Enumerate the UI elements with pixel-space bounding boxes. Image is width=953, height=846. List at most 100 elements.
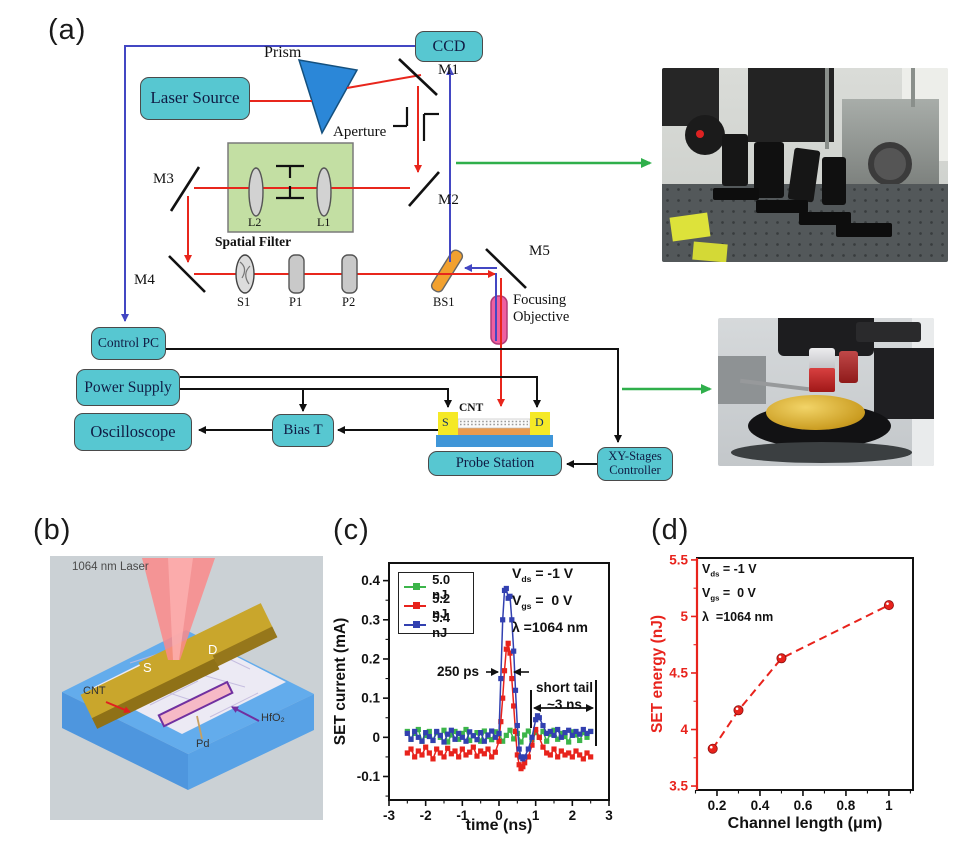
svg-text:0.4: 0.4 <box>751 798 770 813</box>
mirrors <box>168 58 527 293</box>
svg-text:1: 1 <box>532 808 540 823</box>
drain-label-b: D <box>208 642 218 657</box>
focusing-label-1: Focusing <box>513 292 567 308</box>
photo1-post-2 <box>910 68 915 107</box>
focusing-objective <box>490 295 508 345</box>
panel-label-d: (d) <box>651 514 690 546</box>
gate-stack <box>157 680 234 728</box>
set-energy-chart: 0.2 0.4 0.6 0.8 1 3.5 4 4.5 5 5.5 Channel length (… <box>649 552 914 832</box>
chart-c-annotations-geometry <box>486 668 597 746</box>
cnt-device <box>436 412 553 447</box>
photo1-base-3 <box>799 211 852 225</box>
oscilloscope-box: Oscilloscope <box>74 413 192 451</box>
svg-text:SET energy (nJ): SET energy (nJ) <box>649 615 666 733</box>
p2-label: P2 <box>342 295 356 309</box>
panel-label-a: (a) <box>48 14 87 46</box>
photo2-gold-wafer <box>765 394 865 431</box>
panel-label-c: (c) <box>333 514 370 546</box>
spatial-filter-s1 <box>235 254 255 294</box>
svg-text:time (ns): time (ns) <box>466 817 533 834</box>
lens-l2 <box>248 167 264 217</box>
xy-stages-line1: XY-Stages <box>608 449 662 464</box>
photo1-mount-4 <box>822 157 847 206</box>
svg-text:Channel length (μm): Channel length (μm) <box>728 815 883 832</box>
legend-item-5-4: 5.4 nJ <box>404 610 466 640</box>
photo1-lens-mount <box>684 114 725 155</box>
mirror-m4 <box>168 255 206 293</box>
m5-label: M5 <box>529 243 550 259</box>
cnt-label-b: CNT <box>83 685 106 697</box>
cnt-label-a: CNT <box>459 402 484 414</box>
legend-swatch-blue <box>404 621 427 628</box>
legend-item-5-2: 5.2 nJ <box>404 591 466 621</box>
photo2-objective-red-2 <box>838 350 859 384</box>
polarizer-p1 <box>288 254 305 294</box>
bias-t-box: Bias T <box>272 414 334 447</box>
chart-c-legend: 5.0 nJ 5.2 nJ 5.4 nJ <box>398 572 474 640</box>
m2-label: M2 <box>438 192 459 208</box>
photo1-base-4 <box>836 223 893 238</box>
panel-label-b: (b) <box>33 514 72 546</box>
mirror-m3 <box>169 166 201 212</box>
chart-c-conditions: Vds = -1 V Vgs = 0 V λ =1064 nm <box>512 563 588 638</box>
laser-beam-core <box>168 558 193 660</box>
tail-duration-label: ~3 ns <box>547 697 582 712</box>
svg-text:0.1: 0.1 <box>361 691 380 706</box>
legend-label-5-2: 5.2 nJ <box>432 590 451 621</box>
s1-iris-lines <box>239 261 251 285</box>
wiring <box>166 348 622 468</box>
set-current-chart: -3 -2 -1 0 1 2 3 -0.1 0 0.1 0.2 0.3 0.4 time (ns) SET … <box>332 562 613 834</box>
spatial-filter-label: Spatial Filter <box>215 234 292 249</box>
bs1-label: BS1 <box>433 295 455 309</box>
photo1-base-1 <box>713 188 760 201</box>
photo2-equipment-right <box>873 347 934 419</box>
photo1-sticky-note-2 <box>692 241 729 262</box>
photo1-post-1 <box>825 68 830 150</box>
photo1-mount-1 <box>722 133 749 186</box>
laser-source-label: Laser Source <box>150 88 240 108</box>
svg-text:3.5: 3.5 <box>669 779 688 794</box>
xy-stages-line2: Controller <box>609 463 661 477</box>
power-supply-box: Power Supply <box>76 369 180 406</box>
setup-diagram <box>121 45 712 468</box>
drain-label-a: D <box>535 415 544 429</box>
chart-d-conditions: Vds = -1 V Vgs = 0 V λ =1064 nm <box>702 560 773 627</box>
lambda-line-c: λ =1064 nm <box>512 618 588 635</box>
laser-source-box: Laser Source <box>140 77 250 120</box>
probe-station-photo <box>718 318 934 466</box>
probe-station-label: Probe Station <box>455 454 535 471</box>
svg-text:SET current (mA): SET current (mA) <box>332 618 349 745</box>
svg-text:0.2: 0.2 <box>708 798 727 813</box>
photo2-base <box>730 442 913 464</box>
photo1-base-2 <box>756 199 809 213</box>
m1-label: M1 <box>438 62 459 78</box>
pulse-width-label: 250 ps <box>437 664 480 679</box>
device-3d-illustration <box>50 556 323 820</box>
pd-pointer-line <box>196 715 203 740</box>
imaging-path <box>121 45 497 341</box>
mirror-m2 <box>408 171 440 207</box>
s1-label: S1 <box>237 295 251 309</box>
device-source-electrode <box>438 412 458 435</box>
svg-text:4.5: 4.5 <box>669 665 688 680</box>
xy-stages-controller-box: XY-Stages Controller <box>597 447 673 481</box>
power-supply-label: Power Supply <box>84 378 172 396</box>
photo1-red-knob <box>696 130 705 139</box>
optics-photo <box>662 68 948 262</box>
vgs-line-c: Vgs = 0 V <box>512 591 573 611</box>
control-pc-box: Control PC <box>91 327 166 360</box>
svg-text:1: 1 <box>885 798 893 813</box>
m3-label: M3 <box>153 171 174 187</box>
probe-station-box: Probe Station <box>428 451 562 476</box>
svg-text:0.6: 0.6 <box>794 798 813 813</box>
slit-icon <box>276 164 304 200</box>
lambda-line-d: λ =1064 nm <box>702 610 774 624</box>
pd-label: Pd <box>196 738 210 750</box>
svg-text:0: 0 <box>495 808 503 823</box>
photo2-objective-red <box>808 368 835 392</box>
photo1-dark-panel <box>747 68 834 142</box>
svg-text:0.8: 0.8 <box>837 798 856 813</box>
svg-text:-2: -2 <box>420 808 432 823</box>
ccd-label: CCD <box>432 37 466 55</box>
